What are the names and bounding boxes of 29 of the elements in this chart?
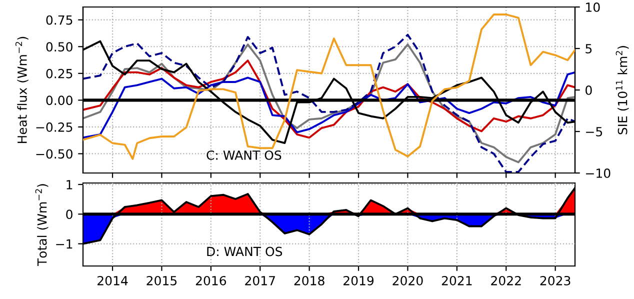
x-tick-label: 2014: [98, 276, 128, 286]
y2-tick-label: 5: [586, 44, 592, 54]
y-tick-label: 0: [66, 210, 72, 220]
y-tick-label: −1: [56, 239, 72, 249]
x-tick-label: 2022: [491, 276, 521, 286]
y2-axis-title: SIE (10$^{11}$ km$^{2}$): [616, 46, 629, 134]
y2-tick-label: 10: [586, 2, 600, 12]
annotation: C: WANT OS: [206, 150, 282, 160]
x-tick-label: 2021: [442, 276, 472, 286]
y-tick-label: −0.50: [36, 149, 72, 159]
x-tick-label: 2015: [146, 276, 177, 286]
x-tick-label: 2016: [196, 276, 226, 286]
y-tick-label: 0.50: [46, 42, 72, 52]
x-tick-label: 2018: [294, 276, 324, 286]
y-tick-label: 0.25: [46, 68, 72, 78]
y-tick-label: 0.00: [46, 96, 72, 106]
y-tick-label: 1: [66, 180, 72, 190]
annotation: D: WANT OS: [207, 246, 282, 256]
y-tick-label: 0.75: [46, 15, 72, 25]
x-tick-label: 2019: [344, 276, 374, 286]
y-axis-title: Total (Wm$^{−2}$): [35, 184, 48, 266]
y-tick-label: −0.25: [36, 122, 72, 132]
y2-tick-label: 0: [586, 85, 592, 95]
y2-tick-label: −5: [586, 127, 602, 136]
x-tick-label: 2023: [540, 276, 570, 286]
y2-tick-label: −10: [586, 168, 610, 178]
y-axis-title: Heat flux (Wm$^{−2}$): [15, 36, 28, 144]
x-tick-label: 2020: [392, 276, 423, 286]
x-tick-label: 2017: [245, 276, 275, 286]
